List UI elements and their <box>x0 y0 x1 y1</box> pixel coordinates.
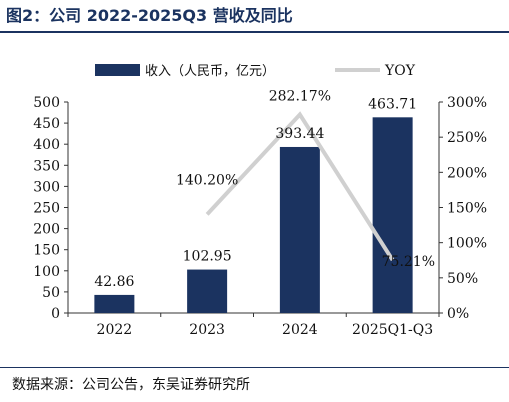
revenue-data-label: 102.95 <box>183 249 232 265</box>
right-tick-label: 200% <box>447 165 487 181</box>
revenue-data-label: 42.86 <box>94 274 134 290</box>
right-tick-label: 250% <box>447 130 487 146</box>
left-tick-label: 100 <box>33 264 60 280</box>
left-tick-label: 50 <box>42 285 60 301</box>
left-tick-label: 400 <box>33 137 60 153</box>
x-tick-label: 2022 <box>97 322 133 338</box>
left-tick-label: 500 <box>33 95 60 111</box>
x-tick-label: 2025Q1-Q3 <box>352 322 433 338</box>
left-tick-label: 0 <box>51 306 60 322</box>
yoy-data-label: 282.17% <box>269 89 331 105</box>
left-tick-label: 200 <box>33 222 60 238</box>
revenue-data-label: 463.71 <box>368 96 417 112</box>
figure-title: 图2：公司 2022-2025Q3 营收及同比 <box>6 6 293 25</box>
yoy-line <box>205 111 395 262</box>
left-tick-label: 300 <box>33 179 60 195</box>
right-tick-label: 300% <box>447 95 487 111</box>
title-divider <box>0 31 509 33</box>
source-note: 数据来源：公司公告，东吴证券研究所 <box>12 377 250 393</box>
right-tick-label: 150% <box>447 201 487 217</box>
x-tick-label: 2024 <box>282 322 318 338</box>
left-tick-label: 150 <box>33 243 60 259</box>
left-tick-label: 350 <box>33 158 60 174</box>
revenue-bar <box>187 269 228 313</box>
yoy-data-label: 140.20% <box>176 172 238 188</box>
revenue-data-label: 393.44 <box>275 126 324 142</box>
revenue-bar <box>372 117 413 313</box>
right-tick-label: 0% <box>447 306 469 322</box>
revenue-bar <box>94 294 135 313</box>
x-tick-label: 2023 <box>189 322 225 338</box>
revenue-bar <box>279 146 320 313</box>
source-divider <box>0 367 509 368</box>
left-tick-label: 250 <box>33 201 60 217</box>
legend-label-revenue: 收入（人民币，亿元） <box>145 64 275 79</box>
yoy-data-label: 75.21% <box>382 254 435 270</box>
right-tick-label: 50% <box>447 271 478 287</box>
revenue-yoy-chart: 收入（人民币，亿元） YOY 0 50 100 150 200 250 300 350 400 450… <box>33 63 487 338</box>
left-tick-label: 450 <box>33 116 60 132</box>
right-tick-label: 100% <box>447 236 487 252</box>
legend-label-yoy: YOY <box>384 63 416 79</box>
legend-swatch-revenue <box>95 64 140 76</box>
